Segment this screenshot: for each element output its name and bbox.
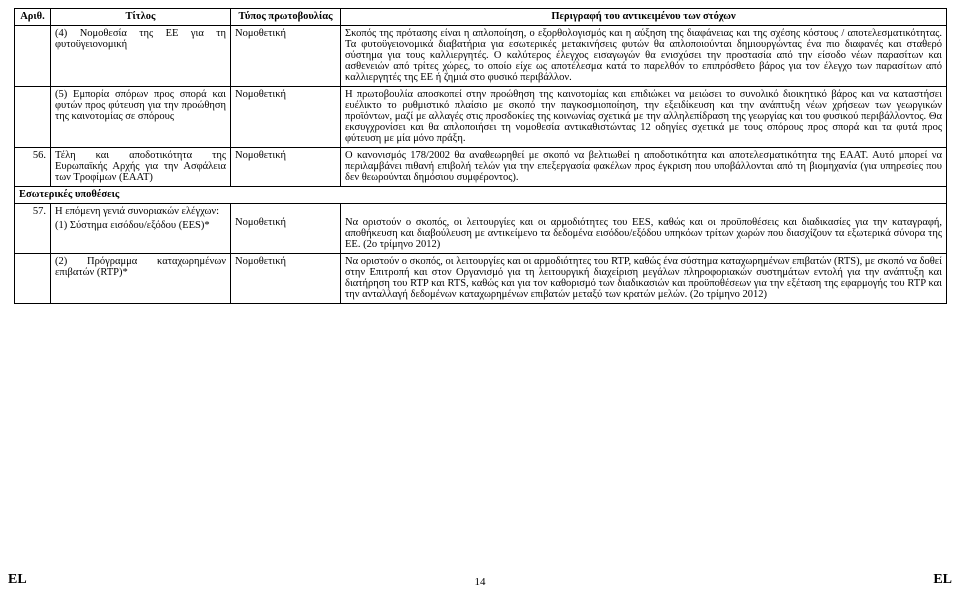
cell-title: (2) Πρόγραμμα καταχωρημένων επιβατών (RT…: [51, 254, 231, 304]
cell-num: 56.: [15, 148, 51, 187]
cell-type: Νομοθετική: [231, 254, 341, 304]
cell-desc: Να οριστούν ο σκοπός, οι λειτουργίες και…: [341, 204, 947, 254]
footer-left: EL: [8, 572, 27, 588]
cell-title-line: (1) Σύστημα εισόδου/εξόδου (EES)*: [55, 220, 226, 231]
footer-page-number: 14: [475, 576, 486, 588]
cell-title-line: Η επόμενη γενιά συνοριακών ελέγχων:: [55, 206, 226, 217]
section-heading: Εσωτερικές υποθέσεις: [15, 187, 947, 204]
cell-desc: Ο κανονισμός 178/2002 θα αναθεωρηθεί με …: [341, 148, 947, 187]
cell-num: 57.: [15, 204, 51, 254]
cell-title: Η επόμενη γενιά συνοριακών ελέγχων: (1) …: [51, 204, 231, 254]
cell-desc: Να οριστούν ο σκοπός, οι λειτουργίες και…: [341, 254, 947, 304]
cell-title: (5) Εμπορία σπόρων προς σπορά και φυτών …: [51, 87, 231, 148]
section-row: Εσωτερικές υποθέσεις: [15, 187, 947, 204]
cell-desc: Σκοπός της πρότασης είναι η απλοποίηση, …: [341, 26, 947, 87]
header-type: Τύπος πρωτοβουλίας: [231, 9, 341, 26]
table-row: (2) Πρόγραμμα καταχωρημένων επιβατών (RT…: [15, 254, 947, 304]
cell-type: Νομοθετική: [231, 204, 341, 254]
table-row: 56. Τέλη και αποδοτικότητα της Ευρωπαϊκή…: [15, 148, 947, 187]
cell-type: Νομοθετική: [231, 87, 341, 148]
table-row: (4) Νομοθεσία της ΕΕ για τη φυτοϋγειονομ…: [15, 26, 947, 87]
cell-num: [15, 87, 51, 148]
cell-num: [15, 26, 51, 87]
header-row: Αριθ. Τίτλος Τύπος πρωτοβουλίας Περιγραφ…: [15, 9, 947, 26]
cell-desc: Η πρωτοβουλία αποσκοπεί στην προώθηση τη…: [341, 87, 947, 148]
cell-type: Νομοθετική: [231, 148, 341, 187]
header-title: Τίτλος: [51, 9, 231, 26]
header-num: Αριθ.: [15, 9, 51, 26]
table-row: 57. Η επόμενη γενιά συνοριακών ελέγχων: …: [15, 204, 947, 254]
cell-title: (4) Νομοθεσία της ΕΕ για τη φυτοϋγειονομ…: [51, 26, 231, 87]
cell-type: Νομοθετική: [231, 26, 341, 87]
cell-num: [15, 254, 51, 304]
cell-title: Τέλη και αποδοτικότητα της Ευρωπαϊκής Αρ…: [51, 148, 231, 187]
footer-right: EL: [933, 572, 952, 588]
table-row: (5) Εμπορία σπόρων προς σπορά και φυτών …: [15, 87, 947, 148]
initiatives-table: Αριθ. Τίτλος Τύπος πρωτοβουλίας Περιγραφ…: [14, 8, 947, 304]
header-desc: Περιγραφή του αντικειμένου των στόχων: [341, 9, 947, 26]
